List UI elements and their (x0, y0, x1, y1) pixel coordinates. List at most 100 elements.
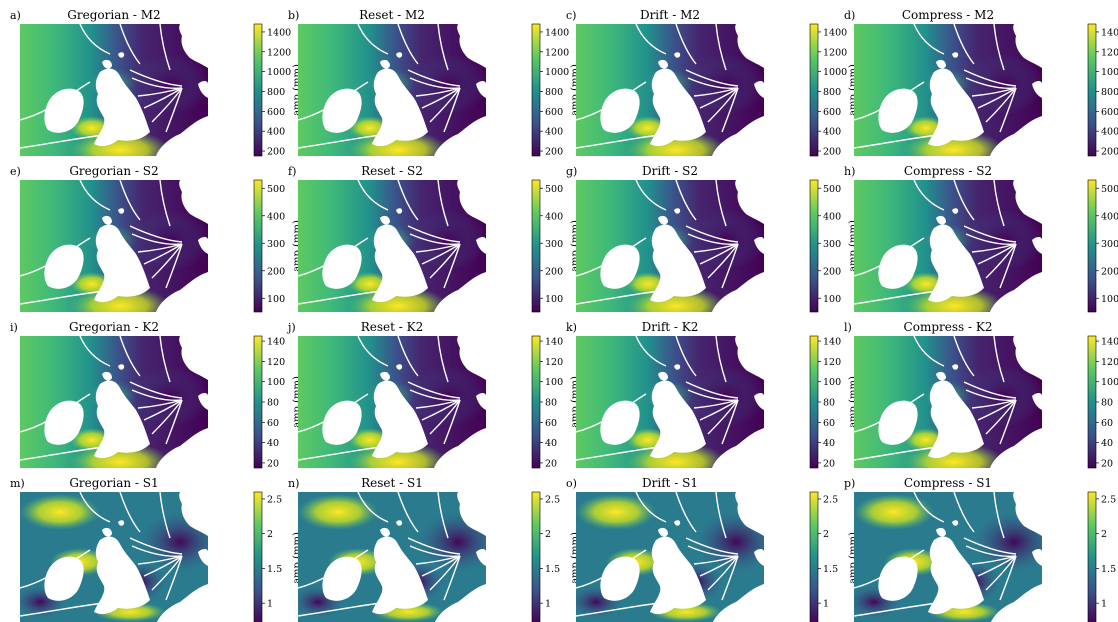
contour-line (576, 393, 647, 433)
colorbar-tick-label: 1000 (1101, 67, 1118, 78)
contour-line (993, 24, 1005, 71)
contour-line (913, 180, 945, 211)
contour-line (397, 180, 419, 221)
land-mass (650, 68, 706, 147)
land-mass (712, 116, 764, 156)
contour-line (151, 555, 183, 591)
contour-line (429, 243, 461, 279)
land-mass (434, 272, 486, 312)
land-mass (735, 336, 764, 380)
contour-line (143, 243, 183, 265)
colorbar-tick-label: 100 (1101, 377, 1118, 388)
land-mass (457, 180, 486, 224)
contour-line (675, 24, 697, 65)
contour-line (965, 389, 1017, 401)
contour-line (129, 69, 183, 87)
contour-line (143, 555, 183, 577)
land-mass (936, 371, 946, 381)
colorbar-tick-label: 1200 (823, 47, 847, 58)
colorbar (253, 23, 263, 157)
contour-line (707, 243, 739, 279)
land-mass (457, 336, 486, 380)
panel-14: o) Drift - S1 1 1.5 2 2.5 amp (mm) (566, 476, 859, 622)
colorbar-tick-label: 1.5 (823, 564, 838, 575)
contour-line (298, 237, 369, 277)
land-mass (118, 364, 125, 370)
land-mass (396, 52, 403, 58)
contour-line (965, 77, 1017, 89)
contour-line (20, 81, 91, 121)
land-mass (754, 393, 764, 410)
contour-line (993, 336, 1005, 383)
land-mass (674, 208, 681, 214)
colorbar-tick-label: 200 (267, 147, 285, 158)
land-mass (457, 24, 486, 68)
colorbar-tick-label: 1000 (823, 67, 847, 78)
land-mass (674, 52, 681, 58)
colorbar-label: amp (mm) (292, 64, 303, 116)
panel-letter: e) (10, 165, 21, 178)
contour-line (165, 243, 183, 289)
contour-line (999, 399, 1017, 445)
contour-line (707, 399, 739, 435)
panel-title: Compress - S1 (904, 476, 992, 490)
panel-0: a) Gregorian - M2 200 400 600 800 1000 1200 1400… (10, 8, 303, 158)
colorbar-tick-label: 60 (267, 418, 279, 429)
land-mass (735, 492, 764, 536)
colorbar-label: amp (mm) (570, 220, 581, 272)
colorbar-tick-label: 200 (545, 266, 563, 277)
contour-line (953, 180, 975, 221)
land-mass (198, 81, 208, 98)
panel-10: k) Drift - K2 20 40 60 80 100 120 140 amp (mm) (566, 320, 859, 469)
land-mass (990, 428, 1042, 468)
land-mass (156, 272, 208, 312)
land-mass (1032, 393, 1042, 410)
land-mass (600, 556, 640, 601)
contour-line (298, 445, 391, 461)
land-mass (1013, 180, 1042, 224)
contour-line (854, 549, 925, 589)
contour-line (407, 381, 461, 399)
colorbar-tick-label: 40 (823, 438, 835, 449)
contour-line (721, 87, 739, 133)
contour-line (854, 237, 925, 277)
contour-line (693, 243, 739, 253)
land-mass (878, 88, 918, 133)
contour-line (675, 336, 697, 377)
land-mass (878, 400, 918, 445)
land-mass (156, 116, 208, 156)
contour-line (685, 537, 739, 555)
contour-line (913, 24, 945, 55)
colorbar-tick-label: 2 (267, 529, 273, 540)
land-mass (1013, 336, 1042, 380)
colorbar-tick-label: 600 (1101, 107, 1118, 118)
panel-4: e) Gregorian - S2 100 200 300 400 500 amp (mm) (10, 164, 303, 313)
contour-line (985, 243, 1017, 279)
panel-letter: f) (288, 165, 296, 178)
contour-line (397, 336, 419, 377)
colorbar-tick-label: 400 (545, 127, 563, 138)
colorbar (531, 23, 541, 157)
colorbar (253, 335, 263, 469)
contour-line (576, 289, 669, 305)
land-mass (322, 400, 362, 445)
contour-line (635, 336, 667, 367)
colorbar-tick-label: 500 (1101, 184, 1118, 195)
land-mass (198, 549, 208, 566)
panel-5: f) Reset - S2 100 200 300 400 500 amp (mm) (288, 164, 581, 313)
colorbar-label: amp (mm) (570, 532, 581, 584)
land-mass (928, 224, 984, 303)
land-mass (936, 59, 946, 69)
land-mass (380, 215, 390, 225)
colorbar-tick-label: 400 (267, 211, 285, 222)
contour-line (576, 81, 647, 121)
contour-line (699, 87, 739, 109)
panel-title: Compress - K2 (904, 320, 993, 334)
colorbar (809, 491, 819, 622)
land-mass (476, 237, 486, 254)
land-mass (396, 520, 403, 526)
colorbar-tick-label: 500 (545, 184, 563, 195)
land-mass (650, 536, 706, 615)
panel-letter: c) (566, 9, 576, 22)
contour-line (693, 555, 739, 565)
